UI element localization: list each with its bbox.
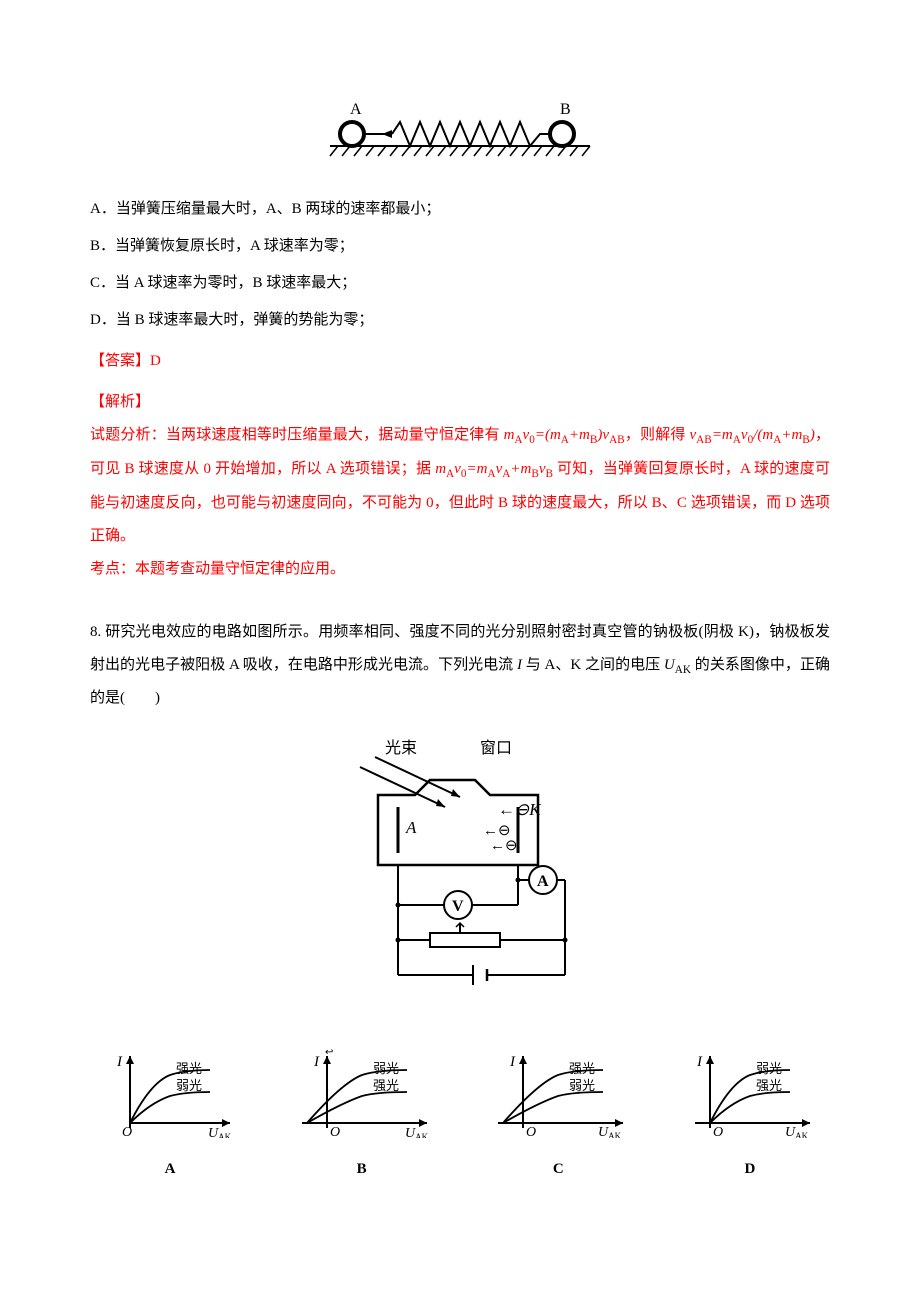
answer-label: 【答案】D bbox=[90, 345, 830, 378]
svg-text:弱光: 弱光 bbox=[569, 1078, 595, 1093]
svg-text:UAK: UAK bbox=[405, 1126, 429, 1138]
chart-option-b: I ↩ O UAK 弱光 强光 B bbox=[287, 1048, 437, 1186]
svg-text:O: O bbox=[713, 1125, 723, 1138]
svg-text:UAK: UAK bbox=[598, 1125, 622, 1138]
svg-text:强光: 强光 bbox=[569, 1061, 595, 1076]
svg-text:O: O bbox=[526, 1125, 536, 1138]
chart-label-d: D bbox=[680, 1153, 820, 1186]
analysis-text: 试题分析：当两球速度相等时压缩量最大，据动量守恒定律有 mAv0=(mA+mB)… bbox=[90, 419, 830, 553]
topic-text: 考点：本题考查动量守恒定律的应用。 bbox=[90, 553, 830, 586]
circuit-diagram: 光束 窗口 A ←⊖K ←⊖ ←⊖ A V bbox=[90, 735, 830, 1008]
svg-text:↩: ↩ bbox=[325, 1048, 333, 1058]
svg-text:UAK: UAK bbox=[785, 1125, 809, 1138]
svg-text:强光: 强光 bbox=[373, 1078, 399, 1093]
svg-text:光束: 光束 bbox=[385, 739, 417, 757]
svg-text:O: O bbox=[122, 1125, 132, 1138]
option-a: A．当弹簧压缩量最大时，A、B 两球的速率都最小； bbox=[90, 193, 830, 226]
svg-text:A: A bbox=[537, 873, 549, 890]
svg-text:I: I bbox=[509, 1054, 516, 1070]
svg-text:弱光: 弱光 bbox=[756, 1061, 782, 1076]
svg-text:O: O bbox=[330, 1125, 340, 1138]
svg-text:A: A bbox=[405, 818, 417, 837]
charts-row: I O UAK 强光 弱光 A I ↩ O UAK 弱光 强光 B bbox=[90, 1048, 830, 1186]
analysis-label: 【解析】 bbox=[90, 386, 830, 419]
chart-label-a: A bbox=[100, 1153, 240, 1186]
chart-option-c: I O UAK 强光 弱光 C bbox=[483, 1048, 633, 1186]
svg-text:I: I bbox=[313, 1054, 320, 1070]
svg-text:←⊖: ←⊖ bbox=[483, 823, 511, 839]
ball-a-label: A bbox=[350, 101, 362, 118]
svg-text:I: I bbox=[696, 1054, 703, 1070]
question-8: 8. 研究光电效应的电路如图所示。用频率相同、强度不同的光分别照射密封真空管的钠… bbox=[90, 616, 830, 716]
svg-text:窗口: 窗口 bbox=[480, 739, 512, 757]
chart-option-d: I O UAK 弱光 强光 D bbox=[680, 1048, 820, 1186]
spring-diagram: A B bbox=[90, 100, 830, 173]
option-b: B．当弹簧恢复原长时，A 球速率为零； bbox=[90, 230, 830, 263]
svg-text:强光: 强光 bbox=[176, 1061, 202, 1076]
svg-text:弱光: 弱光 bbox=[373, 1061, 399, 1076]
chart-label-c: C bbox=[483, 1153, 633, 1186]
svg-text:UAK: UAK bbox=[208, 1126, 232, 1138]
ball-b-label: B bbox=[560, 101, 571, 118]
chart-option-a: I O UAK 强光 弱光 A bbox=[100, 1048, 240, 1186]
chart-label-b: B bbox=[287, 1153, 437, 1186]
option-c: C．当 A 球速率为零时，B 球速率最大； bbox=[90, 267, 830, 300]
svg-text:弱光: 弱光 bbox=[176, 1078, 202, 1093]
svg-text:强光: 强光 bbox=[756, 1078, 782, 1093]
option-d: D．当 B 球速率最大时，弹簧的势能为零； bbox=[90, 304, 830, 337]
svg-text:←⊖: ←⊖ bbox=[490, 838, 518, 854]
svg-text:I: I bbox=[116, 1054, 123, 1070]
svg-text:V: V bbox=[452, 898, 464, 915]
svg-text:←⊖K: ←⊖K bbox=[498, 800, 542, 819]
